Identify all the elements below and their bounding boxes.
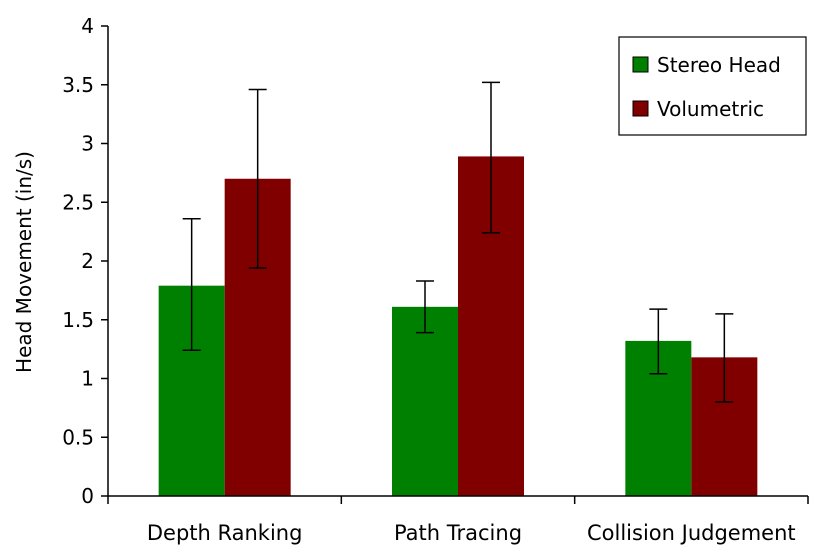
legend-swatch-volumetric bbox=[632, 100, 649, 117]
y-tick-label: 4 bbox=[81, 14, 94, 38]
y-tick-label: 0.5 bbox=[62, 425, 94, 449]
y-tick-label: 2 bbox=[81, 249, 94, 273]
error-bar-stereo-head bbox=[649, 308, 668, 375]
x-ticks: Depth Ranking Path Tracing Collision Judge… bbox=[107, 496, 809, 545]
y-axis-title: Head Movement (in/s) bbox=[12, 151, 36, 373]
legend-label-stereo-head: Stereo Head bbox=[657, 53, 781, 77]
y-axis: 0 0.5 1 1.5 2 2.5 3 3.5 4 bbox=[62, 14, 109, 508]
error-bar-stereo-head bbox=[182, 217, 201, 352]
legend-label-volumetric: Volumetric bbox=[657, 97, 764, 121]
x-axis: Depth Ranking Path Tracing Collision Judge… bbox=[107, 495, 809, 545]
x-category-label: Collision Judgement bbox=[587, 521, 796, 545]
error-bar-volumetric bbox=[482, 81, 500, 234]
bar-stereo-head bbox=[392, 306, 458, 496]
error-bar-volumetric bbox=[248, 88, 267, 269]
y-tick-label: 3.5 bbox=[62, 73, 94, 97]
y-ticks: 0 0.5 1 1.5 2 2.5 3 3.5 4 bbox=[62, 14, 108, 508]
error-bar-stereo-head bbox=[416, 280, 434, 334]
y-tick-label: 1 bbox=[81, 367, 94, 391]
y-tick-label: 1.5 bbox=[62, 308, 94, 332]
x-category-label: Path Tracing bbox=[394, 521, 522, 545]
x-category-label: Depth Ranking bbox=[147, 521, 303, 545]
legend-swatch-stereo-head bbox=[632, 56, 649, 73]
error-bar-volumetric bbox=[715, 313, 734, 403]
legend: Stereo Head Volumetric bbox=[618, 36, 807, 136]
y-tick-label: 3 bbox=[81, 132, 94, 156]
legend-box bbox=[618, 36, 807, 136]
plot-area bbox=[158, 81, 758, 497]
y-tick-label: 2.5 bbox=[62, 190, 94, 214]
y-tick-label: 0 bbox=[81, 484, 94, 508]
